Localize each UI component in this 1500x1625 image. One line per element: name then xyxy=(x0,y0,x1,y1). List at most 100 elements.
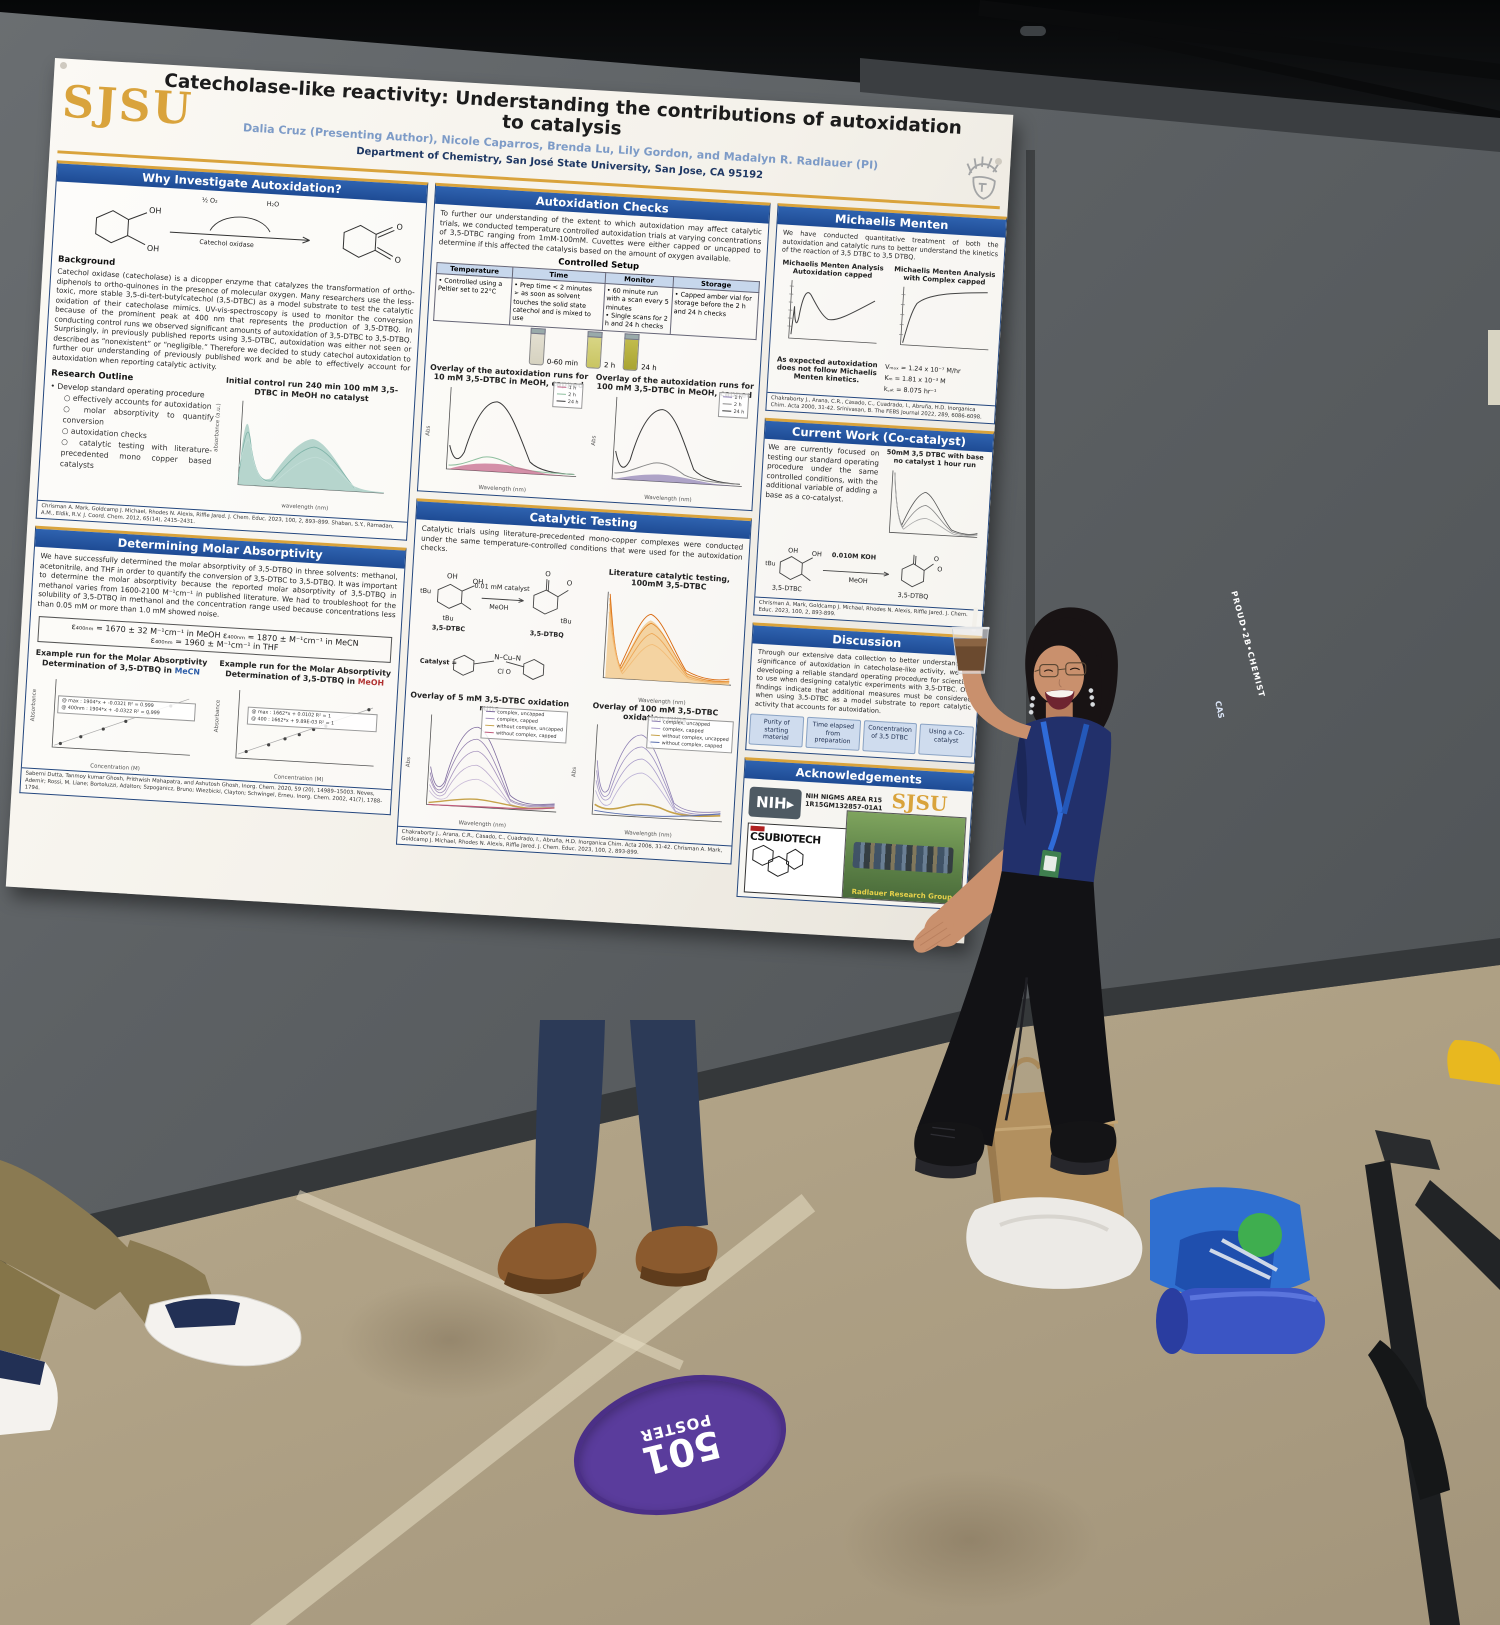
svg-text:N–Cu–N: N–Cu–N xyxy=(494,653,521,663)
mm-curve-complex xyxy=(899,287,989,351)
spectra-orange xyxy=(602,591,732,686)
cuvette-clear xyxy=(528,330,546,366)
ack-content: NIH▸ NIH NIGMS AREA R15 1R15GM132857-01A… xyxy=(738,778,973,909)
presenter-glasses xyxy=(1034,662,1087,678)
svg-text:tBu: tBu xyxy=(442,614,454,623)
poster-column-middle: Autoxidation Checks To further our under… xyxy=(394,182,771,903)
presenter xyxy=(913,607,1118,1179)
spectra-gray xyxy=(889,470,979,539)
section-autoxidation-checks: Autoxidation Checks To further our under… xyxy=(416,182,771,512)
svg-text:O: O xyxy=(934,555,940,563)
svg-text:OH: OH xyxy=(447,572,458,581)
presenter-face xyxy=(1033,645,1084,705)
initial-control-chart: Initial control run 240 min 100 mM 3,5-D… xyxy=(213,375,399,512)
presenter-boot-right xyxy=(1050,1120,1117,1175)
mm-complex-chart: Michaelis Menten Analysis with Complex c… xyxy=(886,265,999,367)
overlay-100mM-oxidation-chart: Overlay of 100 mM 3,5-DTBC oxidation run… xyxy=(567,699,737,842)
catechol-oxidase-scheme: OH OH O O ½ O₂ H₂O Catechol oxidase xyxy=(59,186,420,273)
scheme-solvent: MeOH xyxy=(488,602,509,612)
poster-column-left: Why Investigate Autoxidation? xyxy=(15,160,429,883)
nih-logo: NIH▸ xyxy=(748,786,802,820)
scheme-oh1: OH xyxy=(149,206,162,216)
section-molar-absorptivity: Determining Molar Absorptivity We have s… xyxy=(19,526,407,816)
bystander-middle xyxy=(497,1020,718,1295)
svg-text:O: O xyxy=(937,565,943,573)
table-cell: • Controlled using a Peltier set to 22°C xyxy=(433,273,513,325)
floor-stain xyxy=(340,1280,560,1400)
chart-legend: 1 h 2 h 24 h xyxy=(718,391,750,419)
cuvette-2h xyxy=(585,333,603,369)
push-pin xyxy=(60,62,67,69)
mm-autoxidation-chart: Michaelis Menten Analysis Autoxidation c… xyxy=(774,258,887,360)
yellow-shoe xyxy=(1447,1040,1500,1085)
molar-plot-meoh: Example run for the Molar Absorptivity D… xyxy=(213,659,392,784)
svg-text:O: O xyxy=(545,570,551,578)
scheme-o1: O xyxy=(396,223,403,232)
spectra-10mm xyxy=(445,387,577,478)
overlay-10mM-chart: Overlay of the autoxidation runs for 10 … xyxy=(425,362,589,495)
molar-plot-mecn: Example run for the Molar Absorptivity D… xyxy=(30,648,208,773)
hall-light-gap xyxy=(1488,330,1500,405)
presenter-boot-left xyxy=(914,1121,985,1179)
ceiling-light xyxy=(1020,26,1046,36)
table-cell: • Prep time < 2 minutes ➢ as soon as sol… xyxy=(509,277,605,331)
props xyxy=(966,1040,1500,1625)
cuvette-24h xyxy=(622,335,640,371)
cuvette-label: 0-60 min xyxy=(546,357,579,368)
scatter-meoh xyxy=(235,690,374,767)
svg-text:tBu: tBu xyxy=(420,586,432,595)
catalytic-scheme: OH OH tBu tBu O O tBu N–Cu–N Cl O 0.01 m… xyxy=(410,556,595,694)
section-current-work: Current Work (Co-catalyst) We are curren… xyxy=(753,418,995,630)
presenter-earrings xyxy=(1028,688,1096,715)
board-seam xyxy=(1026,150,1035,980)
literature-testing-chart: Literature catalytic testing, 100mM 3,5-… xyxy=(588,567,744,709)
foam-roller xyxy=(1156,1288,1325,1354)
svg-text:Cl O: Cl O xyxy=(497,667,511,676)
scheme-oh2: OH xyxy=(147,244,160,254)
overlay-100mM-chart: Overlay of the autoxidation runs for 100… xyxy=(590,372,755,504)
current-work-chart: 50mM 3,5 DTBC with base no catalyst 1 ho… xyxy=(877,448,988,554)
section-catalytic-testing: Catalytic Testing Catalytic trials using… xyxy=(395,498,752,865)
svg-text:tBu: tBu xyxy=(560,617,572,626)
spectra-purple-100mm xyxy=(591,724,722,823)
scatter-mecn xyxy=(51,679,190,757)
poster-header: SJSU Catecholase-like reactivity: Unders… xyxy=(49,58,1013,211)
scheme-byproduct: H₂O xyxy=(266,199,280,209)
presenter-bangs xyxy=(1032,617,1102,666)
section-michaelis-menten: Michaelis Menten We have conducted quant… xyxy=(765,203,1008,425)
floor-stain xyxy=(840,1470,1100,1610)
svg-text:OH: OH xyxy=(812,550,823,559)
svg-text:O: O xyxy=(567,579,573,587)
spectra-purple-5mm xyxy=(425,714,557,813)
tripod xyxy=(1365,1130,1500,1625)
scheme-o2: O xyxy=(394,256,401,265)
research-outline: Research Outline • Develop standard oper… xyxy=(44,366,216,506)
presenter-pants xyxy=(917,871,1116,1147)
chart-legend: 1 h 2 h 24 h xyxy=(552,381,584,410)
background-text: Catechol oxidase (catecholase) is a dico… xyxy=(52,266,415,373)
poster-column-right: Michaelis Menten We have conducted quant… xyxy=(736,203,1008,917)
chart-legend: complex, uncapped complex, capped withou… xyxy=(480,706,569,744)
table-cell: • 60 minute run with a scan every 5 minu… xyxy=(601,283,673,335)
svg-text:OH: OH xyxy=(472,578,483,587)
lanyard xyxy=(1039,721,1090,880)
spartan-head-icon xyxy=(966,156,999,200)
push-pin xyxy=(995,158,1002,165)
spectra-100mm xyxy=(611,397,742,488)
presenter-open-hand xyxy=(913,916,954,953)
scheme-reagent: ½ O₂ xyxy=(201,195,218,205)
section-why: Why Investigate Autoxidation? xyxy=(35,160,429,542)
presenter-raised-arm xyxy=(961,661,1032,740)
cuvette-label: 24 h xyxy=(640,362,657,372)
table-cell: • Capped amber vial for storage before t… xyxy=(669,287,759,340)
cuvette-label: 2 h xyxy=(603,360,616,370)
bystander-left xyxy=(0,1160,302,1435)
cocatalyst-scheme: OH OH tBu O O 0.010M KOH MeOH 3,5-DTBC 3… xyxy=(759,541,982,610)
csubiotech-logo: CSUBIOTECH xyxy=(743,822,850,899)
svg-text:tBu: tBu xyxy=(765,560,776,568)
overlay-5mM-oxidation-chart: Overlay of 5 mM 3,5-DTBC oxidation runs … xyxy=(405,689,570,830)
iced-coffee-cup xyxy=(951,607,990,674)
discussion-box: Purity of starting material xyxy=(748,713,804,748)
mm-curve-autox xyxy=(787,280,877,345)
